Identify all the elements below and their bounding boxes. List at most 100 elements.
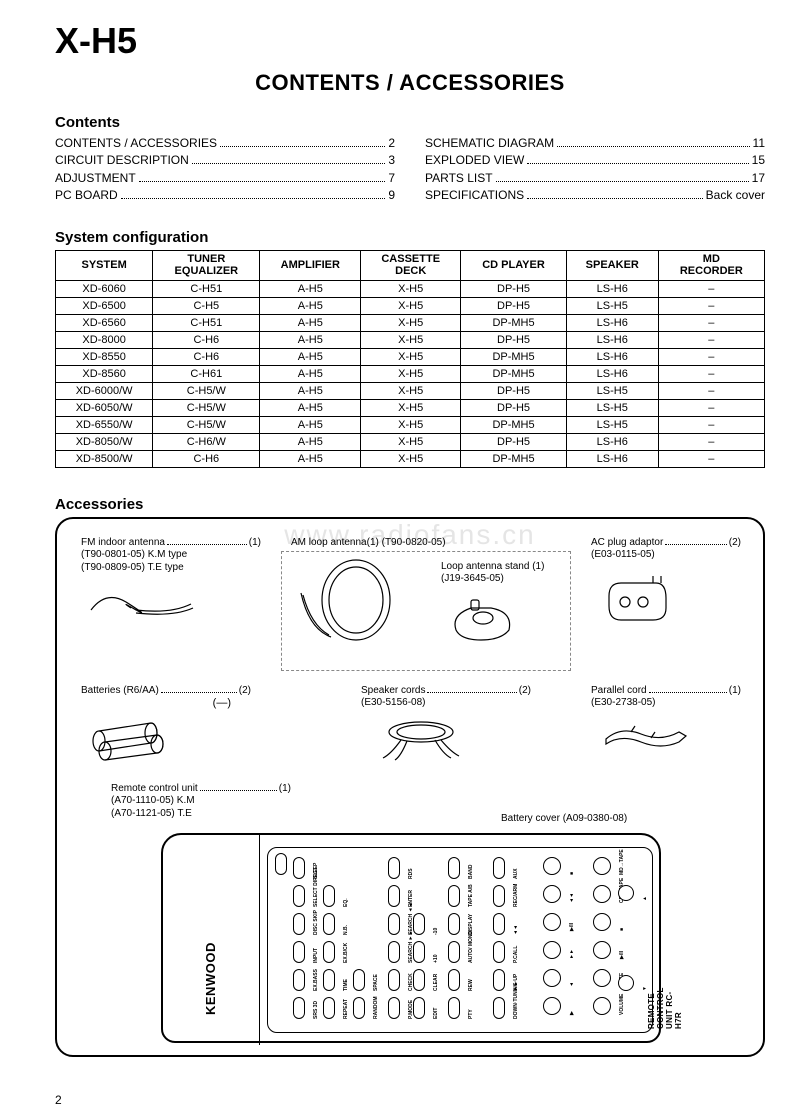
sys-cell: DP-MH5: [461, 348, 567, 365]
remote-btn-label: N.B.: [343, 925, 349, 935]
remote-btn-label: TIME: [343, 979, 349, 991]
sys-cell: C-H5/W: [153, 382, 260, 399]
remote-btn: [323, 885, 335, 907]
remote-btn-label: ►►: [569, 949, 575, 959]
acc-par-title: Parallel cord: [591, 685, 647, 698]
remote-btn-label: MD→TAPE: [619, 849, 625, 875]
acc-am-title: AM loop antenna(1) (T90-0820-05): [291, 537, 446, 548]
remote-btn-label: REW: [468, 979, 474, 991]
sys-cell: DP-MH5: [461, 450, 567, 467]
acc-batt-title: Batteries (R6/AA): [81, 685, 159, 698]
remote-btn-label: EDIT: [433, 1007, 439, 1018]
toc-page: 15: [752, 152, 765, 169]
sys-cell: LS-H6: [566, 433, 658, 450]
sys-row: XD-6000/WC-H5/WA-H5X-H5DP-H5LS-H5–: [56, 382, 765, 399]
speaker-cord-icon: [361, 714, 481, 764]
toc-page: 9: [388, 187, 395, 204]
acc-ac: AC plug adaptor(2) (E03-0115-05): [591, 537, 741, 633]
toc-row: PARTS LIST17: [425, 170, 765, 187]
sys-cell: DP-MH5: [461, 365, 567, 382]
sys-cell: XD-6560: [56, 314, 153, 331]
remote-btn-label: +10: [433, 954, 439, 962]
sys-cell: C-H6: [153, 348, 260, 365]
remote-btn: [593, 913, 611, 931]
remote-btn: [293, 997, 305, 1019]
acc-rcu-l1: (A70-1110-05) K.M: [111, 795, 291, 808]
sys-cell: X-H5: [361, 433, 461, 450]
toc-page: 7: [388, 170, 395, 187]
remote-btn-label: RDS: [408, 868, 414, 879]
sys-cell: XD-6060: [56, 280, 153, 297]
sys-cell: LS-H6: [566, 280, 658, 297]
sys-row: XD-8000C-H6A-H5X-H5DP-H5LS-H6–: [56, 331, 765, 348]
remote-btn-label: AUX: [513, 868, 519, 879]
remote-btn: [543, 941, 561, 959]
remote-btn: [543, 997, 561, 1015]
sys-cell: A-H5: [260, 382, 361, 399]
sys-cell: –: [658, 365, 764, 382]
toc-label: SCHEMATIC DIAGRAM: [425, 135, 554, 152]
acc-par: Parallel cord(1) (E30-2738-05): [591, 685, 741, 764]
sys-cell: LS-H6: [566, 331, 658, 348]
sys-cell: DP-H5: [461, 297, 567, 314]
remote-btn: [353, 997, 365, 1019]
sys-col-header: MDRECORDER: [658, 250, 764, 280]
sys-col-header: TUNEREQUALIZER: [153, 250, 260, 280]
remote-btn: [493, 969, 505, 991]
sys-cell: A-H5: [260, 280, 361, 297]
toc-label: EXPLODED VIEW: [425, 152, 524, 169]
sys-cell: X-H5: [361, 314, 461, 331]
acc-fm-l2: (T90-0809-05) T.E type: [81, 562, 261, 575]
sys-row: XD-8500/WC-H6A-H5X-H5DP-MH5LS-H6–: [56, 450, 765, 467]
sys-row: XD-6050/WC-H5/WA-H5X-H5DP-H5LS-H5–: [56, 399, 765, 416]
acc-spk-l1: (E30-5156-08): [361, 697, 531, 710]
remote-btn: [448, 969, 460, 991]
remote-btn: [293, 969, 305, 991]
sys-cell: XD-8050/W: [56, 433, 153, 450]
remote-btn: [448, 913, 460, 935]
remote-btn-label: ▲: [642, 896, 648, 901]
remote-btn: [323, 969, 335, 991]
toc-page: 2: [388, 135, 395, 152]
acc-battcover: Battery cover (A09-0380-08): [501, 813, 627, 826]
sys-col-header: SYSTEM: [56, 250, 153, 280]
sys-cell: X-H5: [361, 399, 461, 416]
sys-cell: A-H5: [260, 297, 361, 314]
sys-cell: C-H5: [153, 297, 260, 314]
sys-cell: A-H5: [260, 399, 361, 416]
remote-btn: [353, 969, 365, 991]
remote-btn: [293, 885, 305, 907]
remote-btn: [493, 857, 505, 879]
accessories-heading: Accessories: [55, 496, 765, 513]
remote-btn-label: REPEAT: [343, 999, 349, 1019]
acc-rcu-title: Remote control unit: [111, 783, 198, 796]
sys-cell: DP-H5: [461, 331, 567, 348]
remote-btn-label: P.CALL: [513, 945, 519, 962]
sys-cell: –: [658, 399, 764, 416]
sys-cell: DP-H5: [461, 280, 567, 297]
sys-cell: DP-H5: [461, 433, 567, 450]
toc-label: PC BOARD: [55, 187, 118, 204]
remote-btn: [448, 941, 460, 963]
toc-row: SCHEMATIC DIAGRAM11: [425, 135, 765, 152]
sys-cell: C-H5/W: [153, 399, 260, 416]
sys-cell: –: [658, 348, 764, 365]
sys-cell: X-H5: [361, 416, 461, 433]
sys-cell: –: [658, 331, 764, 348]
remote-btn: [413, 997, 425, 1019]
toc-row: CIRCUIT DESCRIPTION3: [55, 152, 395, 169]
sys-cell: DP-MH5: [461, 416, 567, 433]
sys-cell: XD-6500: [56, 297, 153, 314]
sys-cell: LS-H6: [566, 365, 658, 382]
remote-illustration: KENWOOD SLEEPSELECT DIRECTDISC SKIPINPUT…: [161, 833, 661, 1043]
acc-rcu-l2: (A70-1121-05) T.E: [111, 808, 291, 821]
acc-fm-title: FM indoor antenna: [81, 537, 165, 550]
remote-btn: [543, 969, 561, 987]
remote-btn-label: EX.BASS: [313, 969, 319, 991]
acc-ac-qty: (2): [729, 537, 741, 550]
sys-cell: XD-8560: [56, 365, 153, 382]
sys-cell: –: [658, 382, 764, 399]
remote-btn: [293, 857, 305, 879]
toc-row: ADJUSTMENT7: [55, 170, 395, 187]
remote-btn: [388, 941, 400, 963]
